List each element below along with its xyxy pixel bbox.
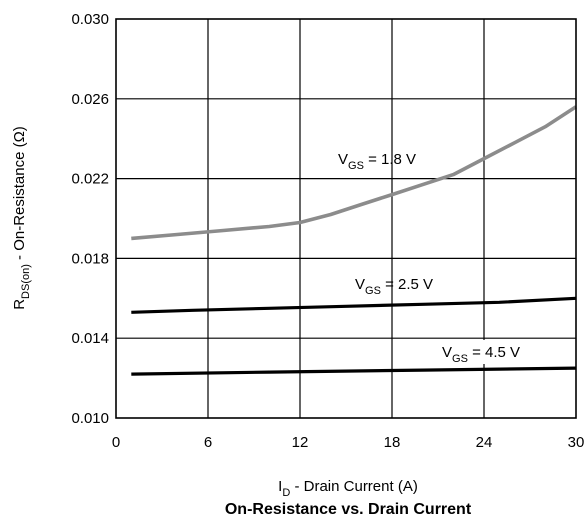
x-tick-label: 12 [292,434,309,451]
y-tick-label: 0.030 [71,11,109,28]
y-tick-labels: 0.010 0.014 0.018 0.022 0.026 0.030 [71,11,109,427]
series-label-vgs-1-8: VGS = 1.8 V [338,151,416,172]
y-tick-label: 0.026 [71,91,109,108]
grid [116,19,576,418]
series-label-vgs-4-5: VGS = 4.5 V [442,344,520,365]
y-tick-label: 0.022 [71,171,109,188]
y-tick-label: 0.018 [71,250,109,267]
series-label-vgs-4-5-background [438,340,540,364]
series-label-vgs-2-5: VGS = 2.5 V [355,276,433,297]
x-tick-label: 30 [568,434,585,451]
y-axis-title: RDS(on) - On-Resistance (Ω) [11,126,32,310]
x-tick-labels: 0 6 12 18 24 30 [112,434,585,451]
x-tick-label: 18 [384,434,401,451]
x-tick-label: 0 [112,434,120,451]
x-tick-label: 24 [476,434,493,451]
plot-frame [115,18,577,419]
x-axis-title: ID - Drain Current (A) [278,478,418,499]
y-tick-label: 0.014 [71,330,109,347]
series-lines [131,105,577,376]
y-tick-label: 0.010 [71,410,109,427]
series-line-0 [131,105,577,241]
x-tick-label: 6 [204,434,212,451]
series-line-2 [131,366,577,376]
chart-title: On-Resistance vs. Drain Current [225,501,472,518]
series-line-1 [131,296,577,314]
